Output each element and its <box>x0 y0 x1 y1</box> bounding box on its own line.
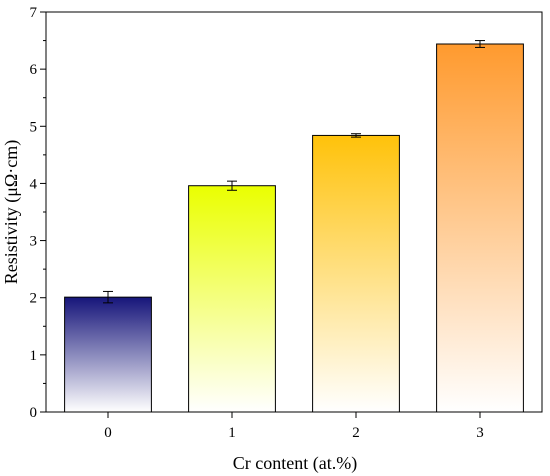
x-axis: 0 1 2 3 <box>104 412 484 441</box>
error-bar-2 <box>351 133 361 138</box>
bar-2 <box>312 134 400 413</box>
y-tick-label: 6 <box>30 62 38 78</box>
y-tick-label: 1 <box>30 348 38 364</box>
x-tick-label: 2 <box>352 425 360 441</box>
y-tick-label: 2 <box>30 291 38 307</box>
error-bar-0 <box>103 290 113 304</box>
bar-3 <box>436 43 524 413</box>
y-axis: 0 1 2 3 4 5 6 7 <box>30 5 46 421</box>
error-bars-group <box>103 40 485 304</box>
y-tick-label: 4 <box>30 176 38 192</box>
y-tick-label: 3 <box>30 234 38 250</box>
x-tick-label: 1 <box>228 425 236 441</box>
error-bar-1 <box>227 180 237 191</box>
y-tick-label: 0 <box>30 405 38 421</box>
y-tick-label: 5 <box>30 119 38 135</box>
bars-group <box>64 43 524 413</box>
x-axis-title: Cr content (at.%) <box>233 453 357 474</box>
error-bar-3 <box>475 40 485 48</box>
y-tick-label: 7 <box>30 5 38 21</box>
bar-0 <box>64 296 152 413</box>
y-axis-title: Resistivity (μΩ·cm) <box>1 140 22 285</box>
x-tick-label: 0 <box>104 425 112 441</box>
x-tick-label: 3 <box>476 425 484 441</box>
bar-1 <box>188 185 276 413</box>
